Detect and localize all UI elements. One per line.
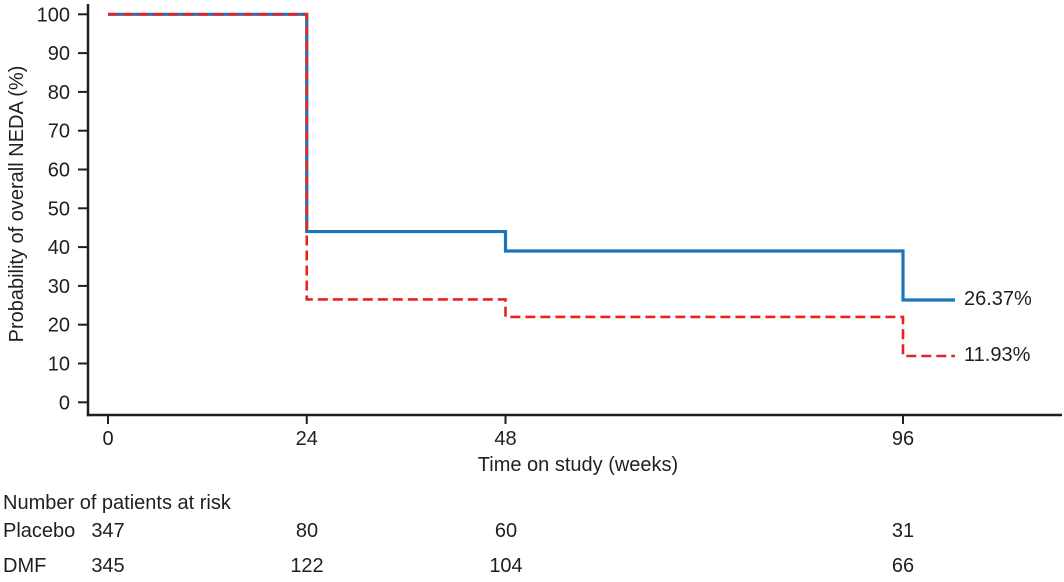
end-label-red-dashed-curve: 11.93%	[964, 344, 1031, 366]
x-tick-label: 0	[102, 428, 113, 450]
x-tick-label: 48	[494, 428, 516, 450]
at-risk-value: 80	[295, 520, 319, 542]
y-tick-label: 10	[48, 354, 70, 376]
at-risk-row-label: DMF	[3, 555, 47, 577]
y-axis-title: Probability of overall NEDA (%)	[6, 65, 28, 343]
y-tick-label: 80	[48, 82, 70, 104]
x-axis-title: Time on study (weeks)	[477, 454, 679, 476]
km-curve-red-dashed	[108, 13, 955, 358]
at-risk-value: 60	[494, 520, 518, 542]
y-tick-label: 50	[48, 198, 70, 220]
y-tick-label: 100	[37, 4, 70, 26]
at-risk-value: 66	[891, 555, 915, 577]
at-risk-value: 122	[290, 555, 324, 577]
at-risk-row-label: Placebo	[3, 520, 76, 542]
x-tick-label: 96	[892, 428, 914, 450]
at-risk-value: 347	[91, 520, 125, 542]
at-risk-row-dmf: DMF 345 122 104 66	[0, 555, 1064, 578]
end-label-blue-solid-curve: 26.37%	[964, 288, 1032, 310]
x-tick-label: 24	[296, 428, 318, 450]
y-tick-label: 90	[48, 43, 70, 65]
at-risk-value: 345	[91, 555, 125, 577]
y-tick-label: 0	[59, 392, 70, 414]
km-curve-blue-solid	[108, 12, 955, 302]
y-tick-label: 20	[48, 315, 70, 337]
at-risk-value: 31	[891, 520, 915, 542]
y-tick-label: 30	[48, 276, 70, 298]
y-tick-label: 40	[48, 237, 70, 259]
y-tick-label: 70	[48, 121, 70, 143]
at-risk-row-placebo: Placebo 347 80 60 31	[0, 520, 1064, 543]
y-tick-label: 60	[48, 160, 70, 182]
at-risk-table-title: Number of patients at risk	[3, 492, 231, 514]
at-risk-value: 104	[489, 555, 523, 577]
